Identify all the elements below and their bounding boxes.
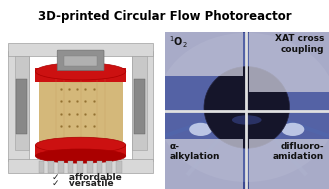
Ellipse shape xyxy=(36,63,126,80)
Ellipse shape xyxy=(281,123,304,136)
Bar xyxy=(106,161,112,173)
FancyBboxPatch shape xyxy=(249,32,329,92)
FancyBboxPatch shape xyxy=(36,68,126,82)
Ellipse shape xyxy=(36,149,126,163)
Text: ✓   affordable: ✓ affordable xyxy=(52,173,121,182)
Text: XAT cross
coupling: XAT cross coupling xyxy=(275,34,324,54)
FancyBboxPatch shape xyxy=(132,56,147,150)
FancyBboxPatch shape xyxy=(134,79,145,134)
Ellipse shape xyxy=(39,137,122,153)
Bar xyxy=(87,161,93,173)
Bar xyxy=(68,161,73,173)
Ellipse shape xyxy=(189,123,212,136)
FancyBboxPatch shape xyxy=(249,139,329,189)
FancyBboxPatch shape xyxy=(8,51,29,161)
FancyBboxPatch shape xyxy=(8,159,153,173)
FancyBboxPatch shape xyxy=(14,56,29,150)
Bar xyxy=(39,161,44,173)
Bar xyxy=(97,161,102,173)
Bar xyxy=(58,161,64,173)
FancyBboxPatch shape xyxy=(164,32,242,76)
Text: α-
alkylation: α- alkylation xyxy=(169,142,220,161)
FancyBboxPatch shape xyxy=(39,74,122,145)
FancyBboxPatch shape xyxy=(8,43,153,56)
Text: difluoro-
amidation: difluoro- amidation xyxy=(273,142,324,161)
Bar xyxy=(116,161,122,173)
FancyBboxPatch shape xyxy=(64,56,97,66)
Ellipse shape xyxy=(39,67,122,82)
Ellipse shape xyxy=(156,33,329,182)
Circle shape xyxy=(204,67,290,148)
FancyBboxPatch shape xyxy=(164,32,329,189)
FancyBboxPatch shape xyxy=(16,79,27,134)
FancyBboxPatch shape xyxy=(36,145,126,156)
Ellipse shape xyxy=(232,115,262,125)
FancyBboxPatch shape xyxy=(132,51,153,161)
Text: $^{1}$O$_{2}$: $^{1}$O$_{2}$ xyxy=(169,34,188,50)
Bar xyxy=(77,161,83,173)
Text: 3D-printed Circular Flow Photoreactor: 3D-printed Circular Flow Photoreactor xyxy=(38,10,291,22)
FancyBboxPatch shape xyxy=(57,50,104,70)
Ellipse shape xyxy=(36,137,126,153)
Text: ✓   versatile: ✓ versatile xyxy=(52,179,113,188)
FancyBboxPatch shape xyxy=(164,139,242,189)
Bar xyxy=(48,161,54,173)
